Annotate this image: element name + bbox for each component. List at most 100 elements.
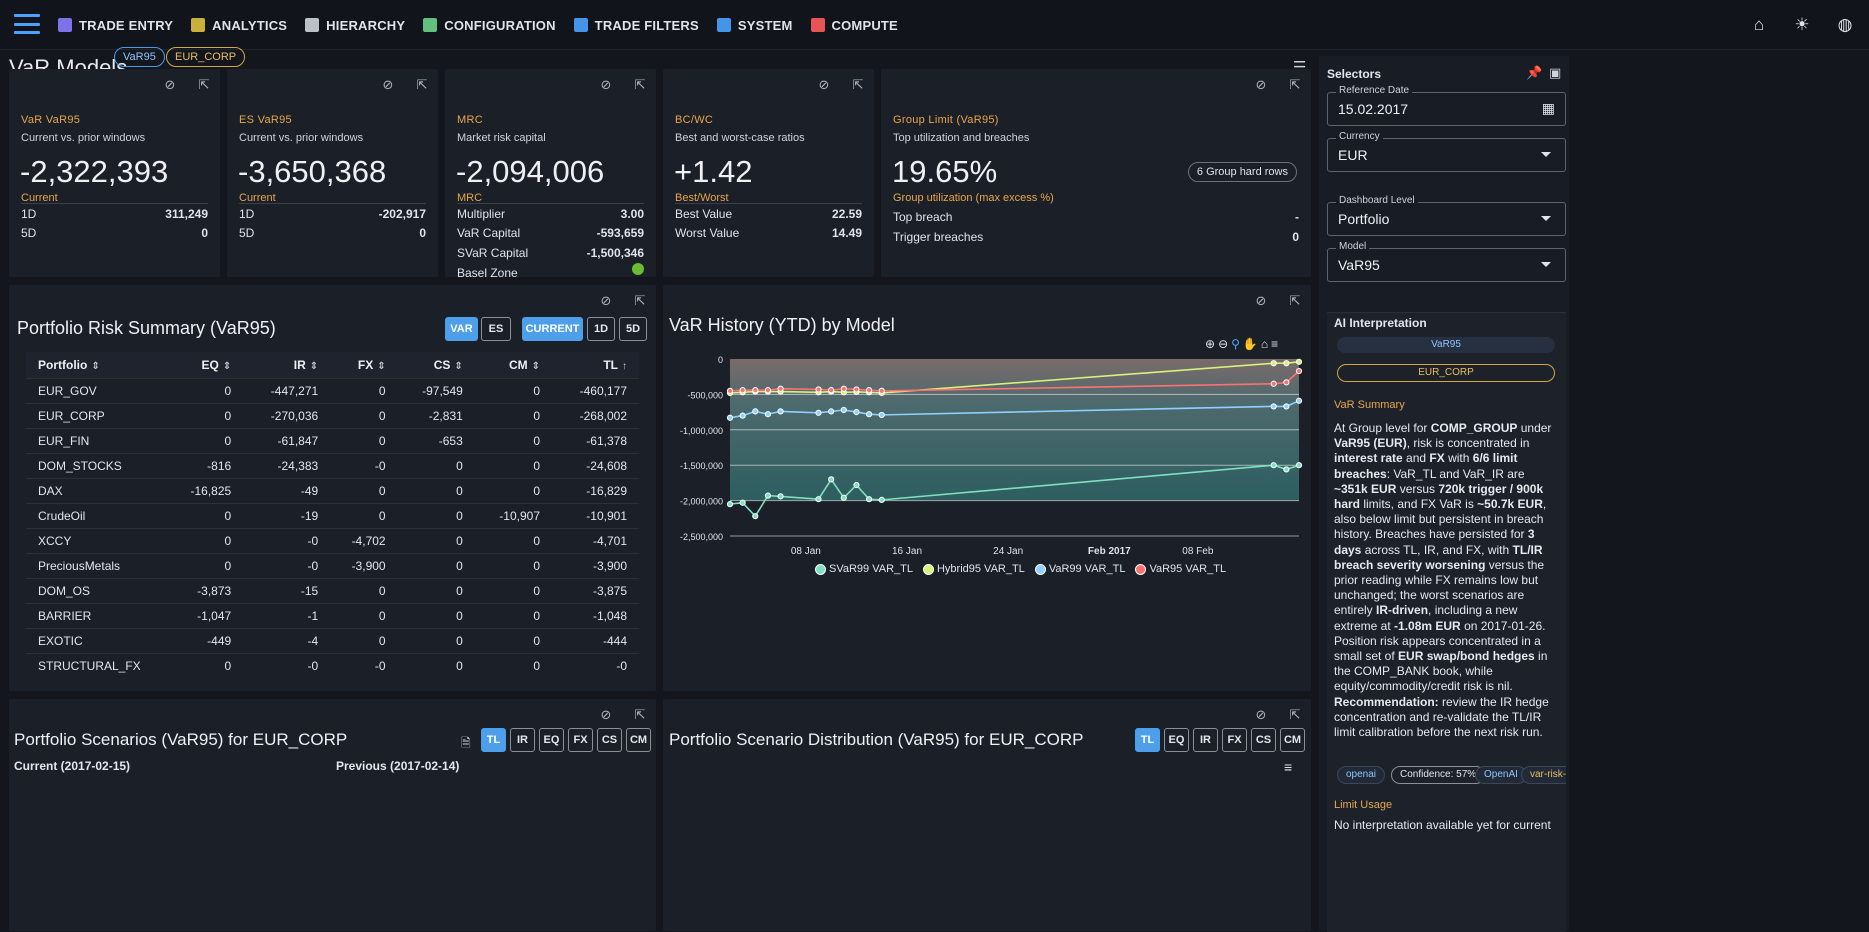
group-hard-rows-badge[interactable]: 6 Group hard rows [1187,162,1297,182]
theme-toggle-icon[interactable]: ☀ [1794,15,1810,34]
currency-select[interactable]: Currency EUR [1327,131,1566,172]
toggle-es[interactable]: ES [481,317,511,341]
table-row[interactable]: DOM_STOCKS -816 -24,383 -0 0 0 -24,608 [26,452,639,478]
nav-item-system[interactable]: SYSTEM [716,18,793,33]
open-new-icon[interactable]: ⇱ [416,77,428,92]
table-row[interactable]: EUR_CORP 0 -270,036 0 -2,831 0 -268,002 [26,402,639,428]
nav-item-trade-entry[interactable]: TRADE ENTRY [58,18,173,33]
nav-item-compute[interactable]: COMPUTE [810,18,898,33]
nav-item-configuration[interactable]: CONFIGURATION [423,18,555,33]
dashboard-level-select[interactable]: Dashboard Level Portfolio [1327,195,1566,236]
zoom-select-icon[interactable]: ⚲ [1231,337,1240,351]
distribution-toggle-cm[interactable]: CM [1280,728,1305,752]
table-row[interactable]: PreciousMetals 0 -0 -3,900 0 0 -3,900 [26,552,639,578]
pan-icon[interactable]: ✋ [1242,337,1258,351]
table-cell: -0 [552,652,639,678]
chevron-down-icon [1541,216,1551,221]
distribution-toggle-tl[interactable]: TL [1135,728,1160,752]
legend-item[interactable]: Hybrid95 VAR_TL [922,563,1025,575]
zoom-in-icon[interactable]: ⊕ [1205,337,1216,351]
column-header[interactable]: FX ⇕ [357,357,386,372]
clear-filter-icon[interactable]: ⊘ [1255,707,1267,722]
column-header[interactable]: CS ⇕ [433,357,463,372]
scenario-toggle-cs[interactable]: CS [597,728,622,752]
nav-item-hierarchy[interactable]: HIERARCHY [305,18,405,33]
open-new-icon[interactable]: ⇱ [198,77,210,92]
table-row[interactable]: EUR_FIN 0 -61,847 0 -653 0 -61,378 [26,427,639,453]
legend-swatch [815,563,826,575]
data-point [739,387,746,394]
column-header[interactable]: IR ⇕ [293,357,319,372]
kpi-sub: Top utilization and breaches [893,132,1030,144]
nav-item-trade-filters[interactable]: TRADE FILTERS [573,18,699,33]
table-row[interactable]: DAX -16,825 -49 0 0 0 -16,829 [26,477,639,503]
data-point [815,409,822,416]
data-point [777,408,784,415]
table-row[interactable]: DOM_OS -3,873 -15 0 0 0 -3,875 [26,577,639,603]
table-row[interactable]: EUR_GOV 0 -447,271 0 -97,549 0 -460,177 [26,377,639,403]
distribution-toggle-eq[interactable]: EQ [1164,728,1189,752]
scenario-toggle-ir[interactable]: IR [510,728,535,752]
calendar-icon[interactable]: ▦ [1541,100,1555,116]
gallery-icon[interactable]: ▣ [1549,65,1562,80]
zoom-out-icon[interactable]: ⊖ [1218,337,1229,351]
scenario-toggle-tl[interactable]: TL [481,728,506,752]
menu-icon[interactable] [14,14,40,34]
scenario-toggle-cm[interactable]: CM [626,728,651,752]
legend-item[interactable]: VaR95 VAR_TL [1135,563,1226,575]
column-header[interactable]: EQ ⇕ [201,357,232,372]
table-row[interactable]: XCCY 0 -0 -4,702 0 0 -4,701 [26,527,639,553]
legend-item[interactable]: SVaR99 VAR_TL [815,563,913,575]
vendor-tag: OpenAI [1475,766,1527,784]
reset-zoom-icon[interactable]: ⌂ [1260,337,1269,351]
scenario-toggle-eq[interactable]: EQ [539,728,564,752]
open-new-icon[interactable]: ⇱ [852,77,864,92]
toggle-1d[interactable]: 1D [587,317,615,341]
data-point [726,387,734,394]
chart-menu-icon[interactable]: ≡ [1271,337,1279,351]
open-new-icon[interactable]: ⇱ [634,707,646,722]
clear-filter-icon[interactable]: ⊘ [382,77,394,92]
clear-filter-icon[interactable]: ⊘ [600,707,612,722]
distribution-toggle-cs[interactable]: CS [1251,728,1276,752]
chart-menu-icon[interactable]: ≡ [1284,759,1293,775]
table-cell: -10,907 [474,502,552,528]
open-new-icon[interactable]: ⇱ [634,293,646,308]
clear-filter-icon[interactable]: ⊘ [600,77,612,92]
legend-item[interactable]: VaR99 VAR_TL [1034,563,1125,575]
scenario-toggle-fx[interactable]: FX [568,728,593,752]
column-header[interactable]: Portfolio ⇕ [38,357,100,372]
open-new-icon[interactable]: ⇱ [1289,77,1301,92]
table-cell: -15 [243,577,331,603]
table-row[interactable]: STRUCTURAL_FX 0 -0 -0 0 0 -0 [26,652,639,678]
data-point [865,387,873,394]
model-select[interactable]: Model VaR95 [1327,241,1566,282]
reference-date-field[interactable]: Reference Date 15.02.2017 ▦ [1327,85,1566,126]
open-new-icon[interactable]: ⇱ [1289,707,1301,722]
kpi-label: VaR VaR95 [21,114,81,126]
table-cell: EUR_GOV [26,377,166,403]
nav-item-analytics[interactable]: ANALYTICS [191,18,287,33]
clear-filter-icon[interactable]: ⊘ [600,293,612,308]
distribution-toggle-ir[interactable]: IR [1193,728,1218,752]
open-new-icon[interactable]: ⇱ [1289,293,1301,308]
toggle-current[interactable]: CURRENT [522,317,583,341]
open-new-icon[interactable]: ⇱ [634,77,646,92]
language-icon[interactable]: ◍ [1837,15,1853,34]
toggle-5d[interactable]: 5D [619,317,647,341]
clear-filter-icon[interactable]: ⊘ [164,77,176,92]
table-row[interactable]: CrudeOil 0 -19 0 0 -10,907 -10,901 [26,502,639,528]
column-header[interactable]: TL ↑ [603,357,627,372]
toggle-var[interactable]: VAR [445,317,478,341]
clear-filter-icon[interactable]: ⊘ [1255,77,1267,92]
table-row[interactable]: BARRIER -1,047 -1 0 0 0 -1,048 [26,602,639,628]
pin-icon[interactable]: 📌 [1526,65,1543,80]
table-row[interactable]: EXOTIC -449 -4 0 0 0 -444 [26,627,639,653]
distribution-toggle-fx[interactable]: FX [1222,728,1247,752]
column-header[interactable]: CM ⇕ [508,357,540,372]
home-icon[interactable]: ⌂ [1753,15,1765,34]
clear-filter-icon[interactable]: ⊘ [1255,293,1267,308]
legend-label: SVaR99 VAR_TL [829,563,913,575]
export-icon[interactable]: 🗎 [461,736,471,750]
clear-filter-icon[interactable]: ⊘ [818,77,830,92]
